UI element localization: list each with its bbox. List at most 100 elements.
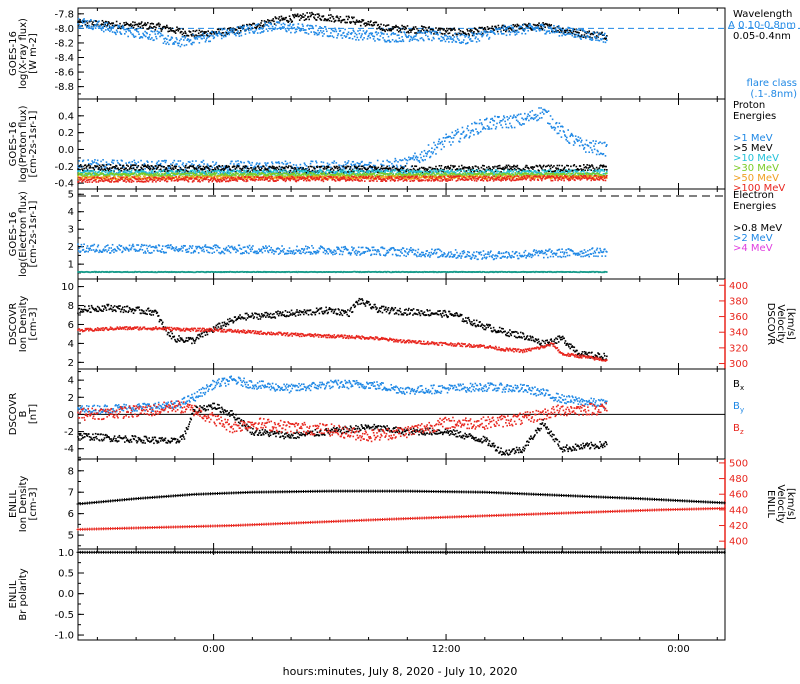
data-point [379,39,381,41]
data-point [91,160,93,162]
data-point [436,31,438,33]
data-point [130,32,132,34]
data-point [418,40,420,42]
data-point [599,141,601,143]
data-point [449,136,451,138]
data-point [248,168,250,170]
data-point [214,167,216,169]
data-point [138,165,140,167]
data-point [412,38,414,40]
data-point [239,27,241,29]
data-point [226,34,228,36]
data-point [184,170,186,172]
data-point [588,145,590,147]
data-point [550,170,552,172]
data-point [549,123,551,125]
data-point [252,172,254,174]
data-point [438,141,440,143]
data-point [468,34,470,36]
data-point [386,166,388,168]
data-point [361,161,363,163]
data-point [273,21,275,23]
data-point [178,160,180,162]
data-point [85,164,87,166]
data-point [583,164,585,166]
data-point [98,20,100,22]
data-point [127,165,129,167]
data-point [146,33,148,35]
data-point [186,44,188,46]
data-point [433,38,435,40]
data-point [407,169,409,171]
data-point [550,28,552,30]
data-point [595,39,597,41]
data-point [323,30,325,32]
data-point [166,38,168,40]
data-point [606,173,608,175]
data-point [155,165,157,167]
data-point [303,16,305,18]
data-point [569,142,571,144]
data-point [519,122,521,124]
data-point [237,160,239,162]
data-point [269,28,271,30]
data-point [239,35,241,37]
data-point [368,164,370,166]
data-point [187,171,189,173]
data-point [513,29,515,31]
data-point [601,32,603,34]
data-point [405,28,407,30]
data-point [241,35,243,37]
data-point [293,173,295,175]
data-point [315,160,317,162]
data-point [261,20,263,22]
data-point [218,31,220,33]
data-point [112,162,114,164]
data-point [360,37,362,39]
data-point [338,33,340,35]
data-point [272,26,274,28]
data-point [288,171,290,173]
data-point [451,169,453,171]
data-point [102,26,104,28]
data-point [413,28,415,30]
data-point [408,35,410,37]
data-point [357,30,359,32]
data-point [399,172,401,174]
data-point [160,171,162,173]
data-point [178,45,180,47]
data-point [112,170,114,172]
data-point [524,29,526,31]
data-point [477,166,479,168]
data-point [156,38,158,40]
data-point [232,170,234,172]
data-point [362,166,364,168]
data-point [336,162,338,164]
data-point [100,161,102,163]
data-point [451,137,453,139]
data-point [323,33,325,35]
data-point [178,173,180,175]
data-point [373,173,375,175]
data-point [232,32,234,34]
data-point [308,166,310,168]
data-point [113,160,115,162]
data-point [117,167,119,169]
data-point [147,161,149,163]
data-point [407,36,409,38]
data-point [91,174,93,176]
data-point [454,29,456,31]
data-point [586,164,588,166]
data-point [422,160,424,162]
data-point [110,164,112,166]
data-point [281,24,283,26]
data-point [555,127,557,129]
data-point [81,25,83,27]
data-point [432,151,434,153]
data-point [576,166,578,168]
data-point [307,24,309,26]
data-point [147,164,149,166]
data-point [580,173,582,175]
data-point [342,37,344,39]
data-point [526,117,528,119]
